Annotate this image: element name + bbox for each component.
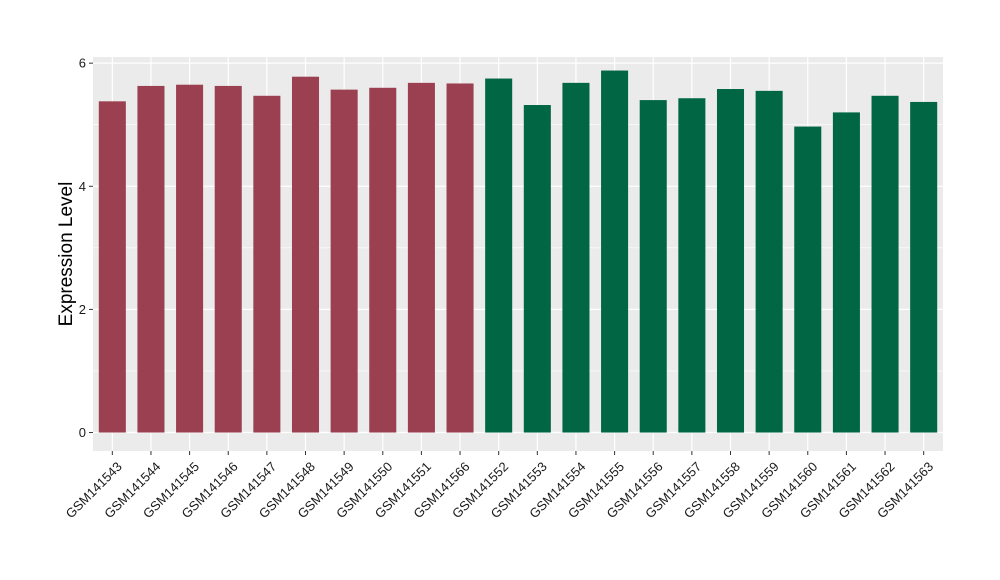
bar-gsm141557 [678, 98, 706, 433]
y-tick-label: 4 [79, 179, 86, 194]
bar-gsm141560 [794, 126, 822, 433]
bar-gsm141549 [330, 89, 358, 433]
bar-gsm141554 [562, 82, 590, 433]
bar-gsm141546 [214, 85, 242, 433]
bar-gsm141558 [716, 89, 745, 433]
bar-gsm141562 [871, 95, 899, 433]
bar-gsm141551 [407, 82, 435, 433]
bar-gsm141547 [253, 95, 281, 433]
y-axis: 0 2 4 6 [79, 56, 93, 440]
bar-gsm141552 [485, 78, 513, 433]
bar-gsm141563 [910, 101, 938, 433]
bar-gsm141553 [523, 105, 551, 433]
bar-gsm141559 [755, 90, 783, 433]
x-axis: GSM141543GSM141544GSM141545GSM141546GSM1… [63, 451, 936, 521]
bar-gsm141555 [601, 70, 629, 433]
bar-gsm141543 [98, 101, 126, 433]
y-tick-label: 2 [79, 302, 86, 317]
y-tick-label: 6 [79, 56, 86, 71]
bar-gsm141556 [639, 100, 667, 433]
y-axis-title: Expression Level [56, 182, 77, 327]
bar-gsm141566 [446, 83, 474, 433]
bar-gsm141545 [176, 84, 204, 433]
bar-gsm141548 [291, 76, 320, 433]
bar-gsm141550 [369, 87, 397, 433]
bars [98, 70, 938, 433]
bar-gsm141561 [832, 112, 860, 433]
y-tick-label: 0 [79, 425, 86, 440]
bar-gsm141544 [137, 85, 165, 433]
